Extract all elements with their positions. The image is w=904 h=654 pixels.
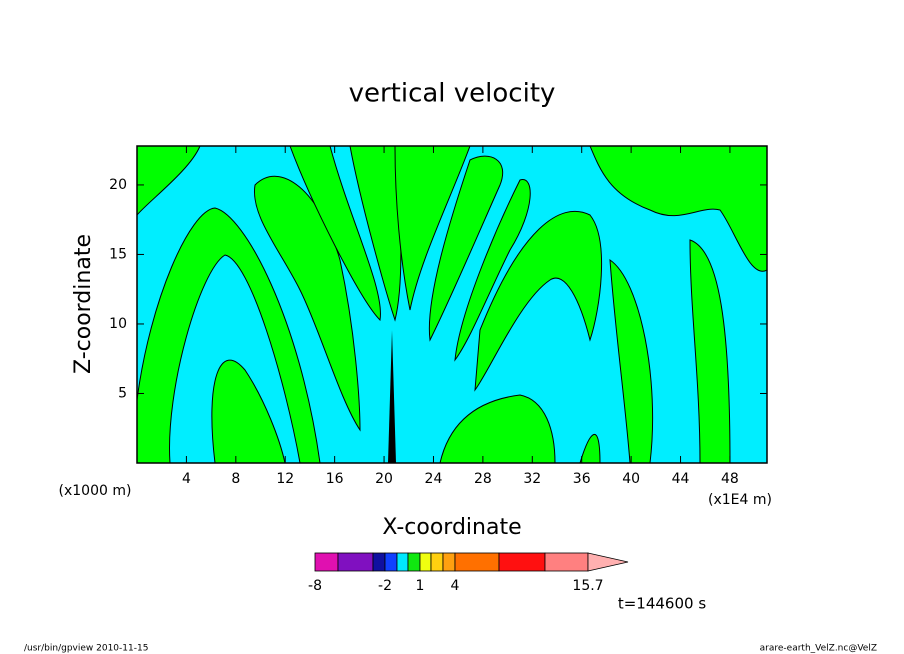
footer-right: arare-earth_VelZ.nc@VelZ <box>760 644 877 654</box>
contour-field <box>137 146 767 463</box>
colorbar-segment <box>419 552 432 572</box>
x-tick-label: 32 <box>523 471 541 487</box>
colorbar-segment <box>314 552 339 572</box>
y-tick-label: 10 <box>109 316 127 332</box>
colorbar-segment <box>372 552 386 572</box>
y-tick-label: 20 <box>109 177 127 193</box>
footer-left: /usr/bin/gpview 2010-11-15 <box>24 644 148 654</box>
colorbar-tick-label: 1 <box>416 578 425 594</box>
colorbar-tick-label: 15.7 <box>572 578 603 594</box>
y-axis-label: Z-coordinate <box>71 234 96 374</box>
colorbar-segment <box>498 552 546 572</box>
colorbar-segment <box>396 552 409 572</box>
x-tick-label: 4 <box>182 471 191 487</box>
colorbar-tick-label: -8 <box>308 578 322 594</box>
y-tick-label: 15 <box>109 246 127 262</box>
colorbar-segment <box>430 552 444 572</box>
x-tick-label: 44 <box>672 471 690 487</box>
colorbar-segment <box>337 552 374 572</box>
colorbar-segment <box>544 552 589 572</box>
x-unit-right: (x1E4 m) <box>708 492 772 508</box>
colorbar-tick-label: 4 <box>451 578 460 594</box>
x-tick-label: 12 <box>276 471 294 487</box>
y-tick-label: 5 <box>118 385 127 401</box>
colorbar-extension <box>587 552 629 572</box>
x-tick-label: 48 <box>721 471 739 487</box>
x-tick-label: 28 <box>474 471 492 487</box>
x-tick-label: 8 <box>231 471 240 487</box>
x-axis-label: X-coordinate <box>382 515 521 540</box>
colorbar-segment <box>384 552 398 572</box>
x-tick-label: 36 <box>573 471 591 487</box>
x-tick-label: 24 <box>425 471 443 487</box>
colorbar-segment <box>407 552 421 572</box>
colorbar-tick-label: -2 <box>378 578 392 594</box>
x-tick-label: 20 <box>375 471 393 487</box>
x-tick-label: 40 <box>622 471 640 487</box>
time-label: t=144600 s <box>618 595 706 613</box>
colorbar-segment <box>454 552 500 572</box>
colorbar-segment <box>442 552 456 572</box>
x-unit-left: (x1000 m) <box>59 483 132 499</box>
plot-frame <box>136 145 768 464</box>
chart-title: vertical velocity <box>349 79 556 109</box>
x-tick-label: 16 <box>326 471 344 487</box>
